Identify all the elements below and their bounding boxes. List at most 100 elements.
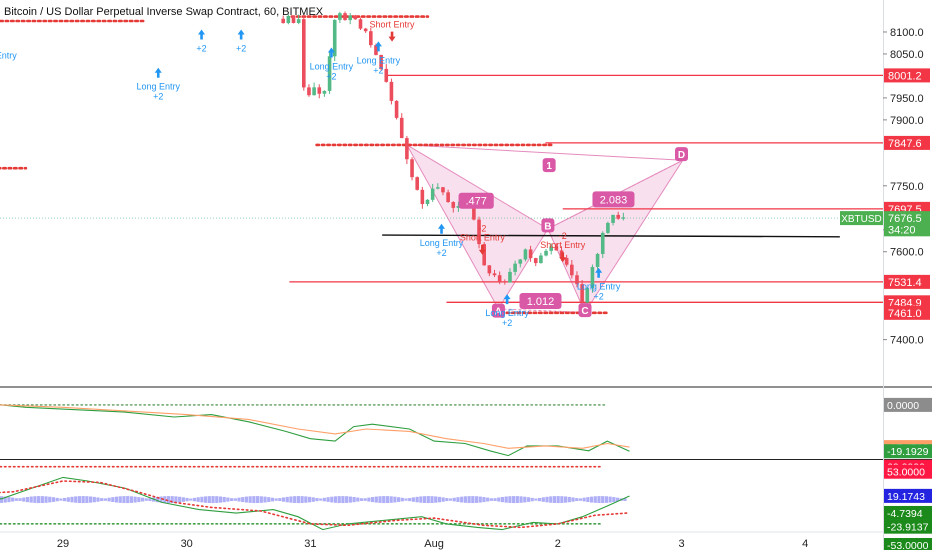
price-tag-label: 7461.0 <box>888 308 922 320</box>
osc2-bar <box>442 497 445 501</box>
candle-body <box>421 190 425 204</box>
candle-body <box>441 187 445 192</box>
candle-body <box>297 19 301 23</box>
osc2-bar <box>37 496 40 503</box>
osc2-bar <box>104 498 107 500</box>
osc2-bar <box>7 497 10 502</box>
candle-body <box>431 189 435 200</box>
signal-label: +2 <box>236 43 246 53</box>
osc2-bar <box>471 496 474 503</box>
osc2-bar <box>460 497 463 503</box>
candle-body <box>410 159 414 177</box>
y-tick-label: 7750.0 <box>890 181 924 193</box>
osc2-bar <box>490 498 493 501</box>
osc2-bar <box>482 497 485 502</box>
osc2-bar <box>579 498 582 500</box>
candle-body <box>544 251 548 256</box>
osc2-bar <box>30 497 33 503</box>
osc2-bar <box>115 497 118 503</box>
signal-label: Long Entry <box>136 82 180 92</box>
osc2-bar <box>497 498 500 502</box>
osc2-bar <box>601 496 604 503</box>
osc2-bar <box>237 498 240 502</box>
signal-label: Short Entry <box>370 20 416 30</box>
osc2-bar <box>583 498 586 502</box>
osc-tag-label: -53.0000 <box>887 540 929 550</box>
candle-body <box>611 215 615 223</box>
candle-body <box>508 272 512 283</box>
osc2-bar <box>367 498 370 502</box>
osc2-bar <box>189 499 192 501</box>
osc2-bar <box>204 496 207 502</box>
candle-body <box>498 275 502 281</box>
osc2-bar <box>557 496 560 503</box>
osc2-bar <box>289 496 292 502</box>
osc2-bar <box>404 498 407 500</box>
osc2-bar <box>456 497 459 502</box>
price-tag-label: 8001.2 <box>888 70 922 82</box>
candle-body <box>343 13 347 20</box>
osc2-bar <box>82 496 85 503</box>
pattern-ratio-label: .477 <box>465 196 486 208</box>
osc2-bar <box>475 496 478 503</box>
signal-label: Long Entry <box>0 51 17 61</box>
candle-body <box>390 82 394 101</box>
osc2-bar <box>467 496 470 503</box>
osc2-bar <box>145 498 148 500</box>
pattern-point-label: 1 <box>546 161 552 172</box>
osc2-bar <box>271 498 274 502</box>
osc2-bar <box>278 498 281 501</box>
price-tag-label: 7847.6 <box>888 138 922 150</box>
osc2-bar <box>126 496 129 503</box>
osc2-bar <box>430 496 433 503</box>
osc2-bar <box>260 496 263 503</box>
candle-body <box>369 31 373 45</box>
candle-body <box>513 264 517 272</box>
osc2-bar <box>408 498 411 501</box>
price-tag-label: 34:20 <box>888 224 916 236</box>
signal-label: Short Entry <box>540 240 586 250</box>
osc2-bar <box>445 498 448 501</box>
x-tick-label: 29 <box>57 538 69 550</box>
osc2-bar <box>464 496 467 503</box>
osc2-bar <box>22 498 25 502</box>
osc2-bar <box>412 497 415 501</box>
osc2-bar <box>419 496 422 502</box>
osc2-bar <box>382 496 385 503</box>
osc2-bar <box>352 497 355 502</box>
osc2-bar <box>93 497 96 502</box>
osc2-bar <box>241 497 244 502</box>
osc2-bar <box>319 499 322 501</box>
candle-body <box>359 19 363 28</box>
osc2-bar <box>59 499 62 501</box>
osc2-bar <box>508 496 511 503</box>
signal-label: Long Entry <box>485 308 529 318</box>
osc2-bar <box>211 496 214 503</box>
osc2-bar <box>612 497 615 502</box>
osc2-bar <box>434 496 437 502</box>
signal-qty: +2 <box>436 248 446 258</box>
candle-body <box>348 15 352 20</box>
osc2-bar <box>341 496 344 503</box>
osc2-bar <box>11 498 14 502</box>
osc2-bar <box>549 496 552 502</box>
signal-qty: +2 <box>593 292 603 302</box>
osc2-bar <box>486 498 489 502</box>
osc2-bar <box>594 496 597 503</box>
osc2-bar <box>208 496 211 503</box>
osc2-bar <box>423 496 426 503</box>
osc2-bar <box>167 496 170 503</box>
osc2-bar <box>56 498 59 501</box>
candle-body <box>539 255 543 263</box>
candle-body <box>338 13 342 20</box>
osc2-bar <box>141 498 144 502</box>
osc2-bar <box>538 498 541 501</box>
candle-body <box>405 138 409 159</box>
pattern-point-label: D <box>678 150 685 161</box>
osc2-bar <box>263 497 266 503</box>
candle-body <box>415 177 419 190</box>
candle-body <box>364 29 368 32</box>
x-tick-label: 30 <box>181 538 193 550</box>
candle-body <box>354 15 358 19</box>
